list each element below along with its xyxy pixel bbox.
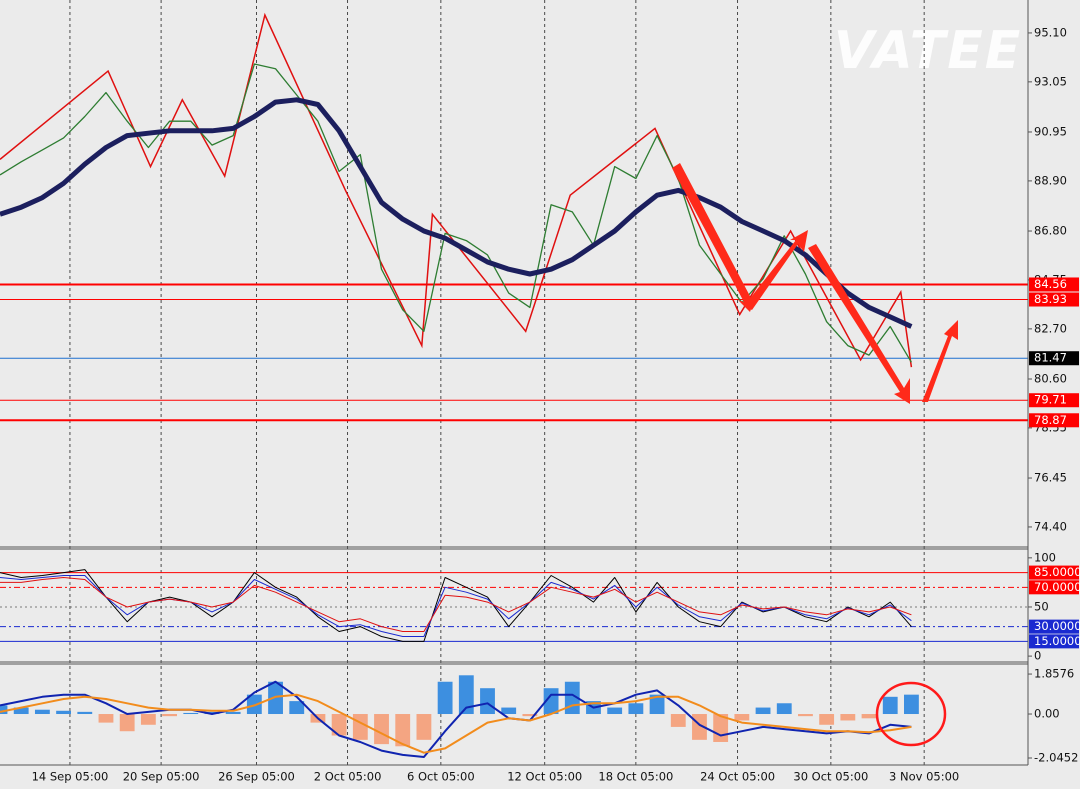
histogram-bar: [480, 688, 495, 715]
histogram-bar: [352, 714, 368, 740]
histogram-bar: [246, 694, 262, 715]
y-tick-label: 100: [1034, 550, 1056, 564]
histogram-bar: [670, 714, 686, 727]
y-tick-label: 86.80: [1034, 224, 1067, 238]
level-label: 84.56: [1034, 277, 1067, 291]
histogram-bar: [0, 705, 8, 715]
y-tick-label: 82.70: [1034, 321, 1067, 335]
level-label: 81.47: [1034, 351, 1067, 365]
level-label: 15.0000: [1034, 634, 1080, 648]
histogram-bar: [374, 714, 389, 745]
histogram-bar: [649, 694, 665, 715]
histogram-bar: [34, 709, 50, 715]
series-line: [0, 97, 913, 329]
y-tick-label: 1.8576: [1034, 667, 1074, 681]
highlight-circle: [875, 681, 947, 747]
series-line: [0, 693, 912, 754]
histogram-bar: [501, 707, 517, 715]
x-tick-label: 12 Oct 05:00: [507, 770, 582, 784]
histogram-bar: [522, 714, 538, 717]
histogram-bar: [268, 681, 283, 715]
level-label-box: [1029, 351, 1079, 366]
histogram-bar: [819, 714, 835, 725]
histogram-bar: [798, 714, 813, 717]
y-tick-label: 90.95: [1034, 124, 1067, 138]
series-line: [0, 577, 912, 632]
level-label: 83.93: [1034, 292, 1067, 306]
y-tick-label: 80.60: [1034, 371, 1067, 385]
histogram-bar: [734, 714, 750, 721]
histogram-bar: [204, 711, 220, 715]
level-label-box: [1029, 277, 1079, 292]
x-tick-label: 18 Oct 05:00: [598, 770, 673, 784]
level-label-box: [1029, 413, 1079, 428]
x-tick-label: 3 Nov 05:00: [889, 770, 959, 784]
watermark: VATEE: [834, 21, 1023, 81]
histogram-bar: [289, 701, 305, 715]
level-label: 78.87: [1034, 413, 1067, 427]
level-label-box: [1029, 634, 1079, 649]
level-label: 70.0000: [1034, 580, 1080, 594]
histogram-bar: [840, 714, 856, 721]
level-label-box: [1029, 393, 1079, 408]
histogram-bar: [628, 703, 644, 715]
level-label-box: [1029, 565, 1079, 580]
histogram-bar: [755, 707, 771, 715]
series-line: [0, 63, 912, 363]
histogram-bar: [607, 707, 623, 715]
y-tick-label: 76.45: [1034, 471, 1067, 485]
x-tick-label: 30 Oct 05:00: [793, 770, 868, 784]
histogram-bar: [183, 712, 199, 715]
x-tick-label: 2 Oct 05:00: [314, 770, 382, 784]
histogram-bar: [395, 714, 411, 747]
y-tick-label: -2.0452: [1034, 751, 1078, 765]
histogram-bar: [904, 694, 919, 715]
x-tick-label: 14 Sep 05:00: [32, 770, 109, 784]
level-label-box: [1029, 619, 1079, 634]
level-label: 85.0000: [1034, 565, 1080, 579]
arrow-annotation: [922, 320, 958, 402]
level-label-box: [1029, 292, 1079, 307]
level-label-box: [1029, 580, 1079, 595]
x-tick-label: 26 Sep 05:00: [218, 770, 295, 784]
histogram-bar: [225, 711, 241, 715]
y-tick-label: 74.40: [1034, 519, 1067, 533]
histogram-bar: [458, 675, 474, 715]
zigzag-line: [0, 12, 913, 368]
arrow-annotation: [672, 163, 758, 312]
histogram-bar: [882, 696, 898, 715]
histogram-bar: [776, 703, 792, 715]
histogram-bar: [119, 714, 135, 732]
histogram-bar: [416, 714, 432, 740]
y-tick-label: 0: [1034, 649, 1041, 663]
series-line: [0, 680, 912, 758]
x-tick-label: 6 Oct 05:00: [407, 770, 475, 784]
level-label: 79.71: [1034, 393, 1067, 407]
y-tick-label: 95.10: [1034, 25, 1067, 39]
arrow-annotation: [744, 230, 808, 310]
histogram-bar: [13, 707, 29, 715]
y-tick-label: 50: [1034, 599, 1049, 613]
histogram-bar: [331, 714, 347, 736]
y-tick-label: 93.05: [1034, 74, 1067, 88]
histogram-bar: [140, 714, 156, 725]
histogram-bar: [56, 710, 72, 715]
y-tick-label: 88.90: [1034, 173, 1067, 187]
histogram-bar: [77, 711, 93, 715]
y-tick-label: 0.00: [1034, 707, 1060, 721]
x-tick-label: 20 Sep 05:00: [123, 770, 200, 784]
histogram-bar: [98, 714, 114, 723]
histogram-bar: [437, 681, 453, 715]
histogram-bar: [162, 714, 177, 717]
x-tick-label: 24 Oct 05:00: [700, 770, 775, 784]
arrow-annotation: [808, 244, 910, 404]
level-label: 30.0000: [1034, 619, 1080, 633]
histogram-bar: [861, 714, 877, 719]
